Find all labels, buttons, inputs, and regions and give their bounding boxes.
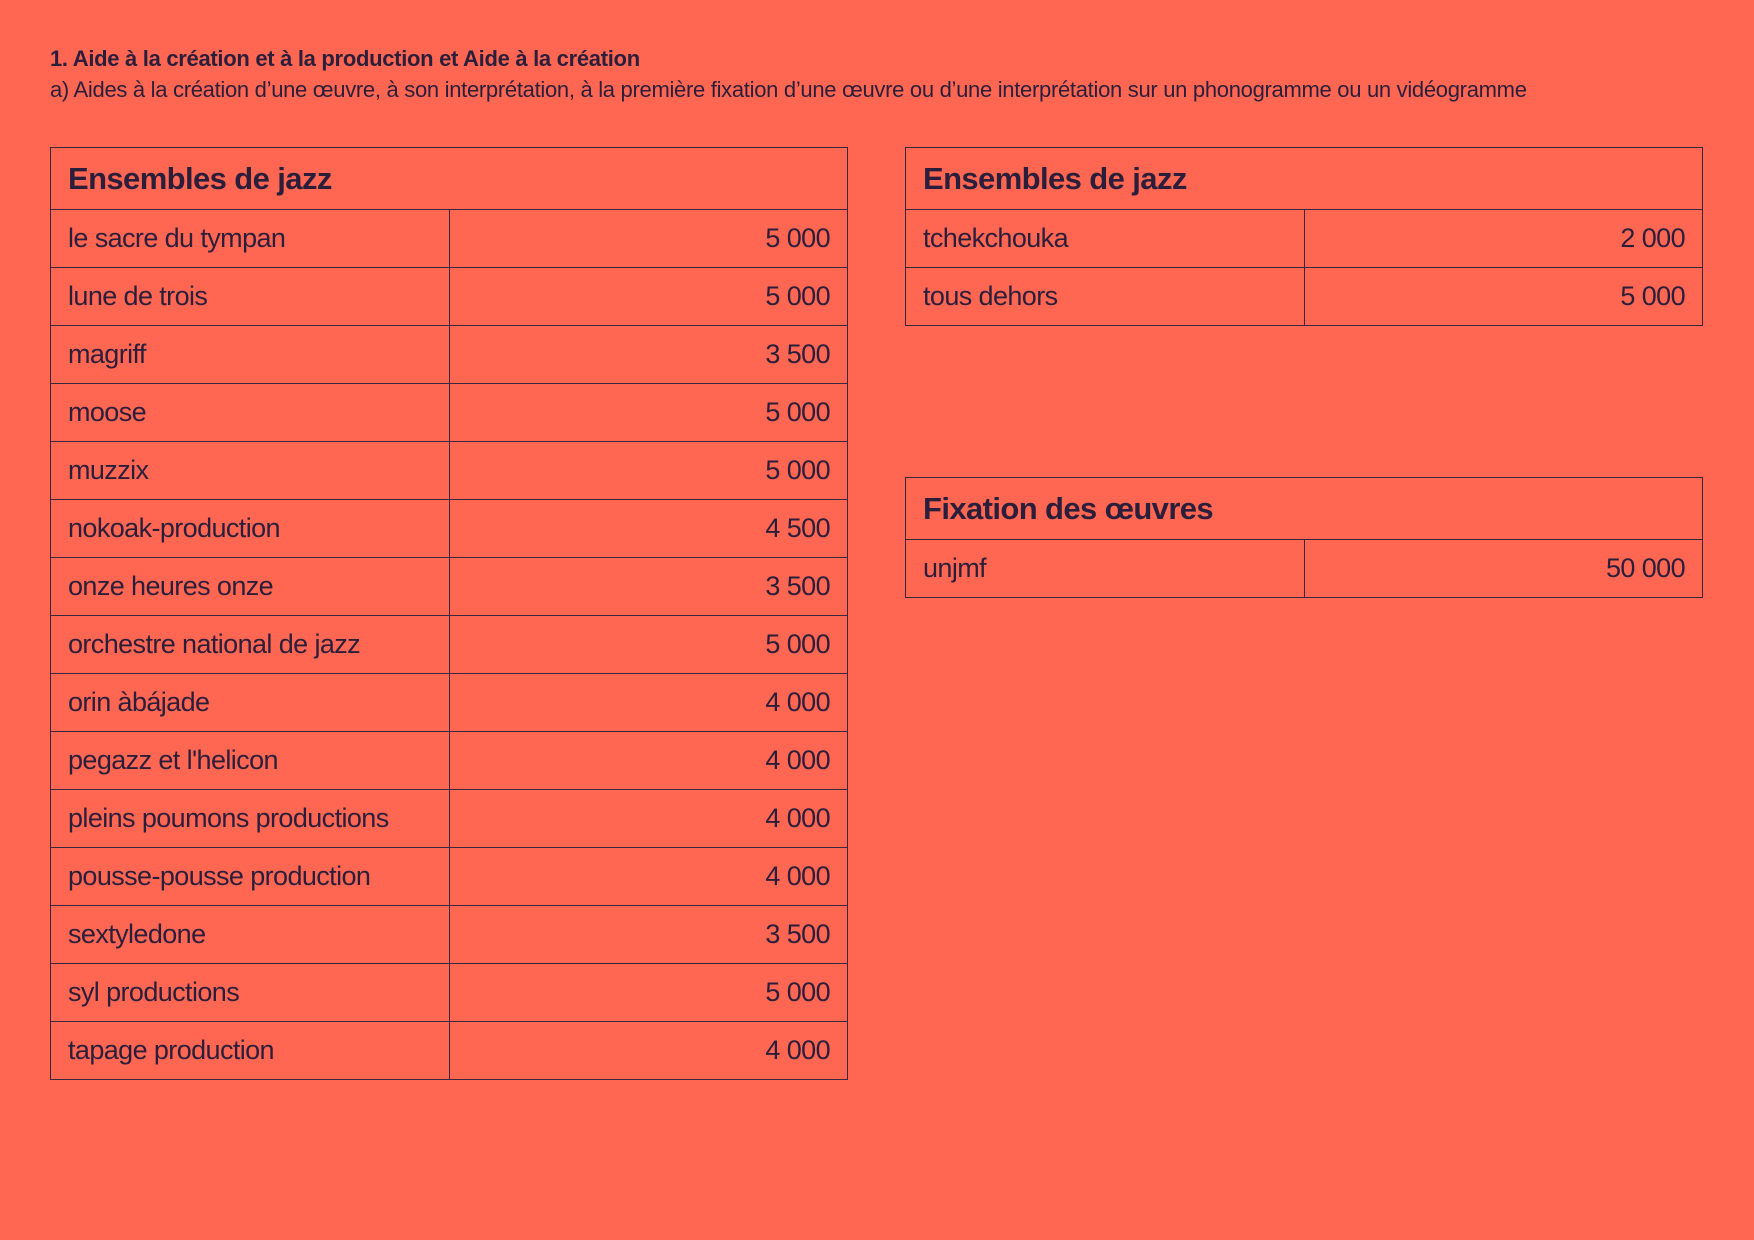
recipient-name: unjmf — [905, 539, 1305, 598]
table-row: lune de trois 5 000 — [50, 267, 848, 326]
grant-amount: 5 000 — [448, 615, 848, 674]
header-row: Ensembles de jazz — [905, 147, 1703, 210]
recipient-name: lune de trois — [50, 267, 450, 326]
grant-table: Ensembles de jazz le sacre du tympan 5 000… — [50, 147, 848, 1080]
recipient-name: syl productions — [50, 963, 450, 1022]
table-row: le sacre du tympan 5 000 — [50, 209, 848, 268]
recipient-name: onze heures onze — [50, 557, 450, 616]
recipient-name: moose — [50, 383, 450, 442]
grant-amount: 3 500 — [448, 905, 848, 964]
grant-amount: 4 000 — [448, 673, 848, 732]
table-row: orchestre national de jazz 5 000 — [50, 615, 848, 674]
header-row: Ensembles de jazz — [50, 147, 848, 210]
grant-amount: 3 500 — [448, 325, 848, 384]
table-row: muzzix 5 000 — [50, 441, 848, 500]
grant-amount: 5 000 — [448, 963, 848, 1022]
recipient-name: pousse-pousse production — [50, 847, 450, 906]
table-row: sextyledone 3 500 — [50, 905, 848, 964]
grant-amount: 4 000 — [448, 1021, 848, 1080]
grant-amount: 4 000 — [448, 731, 848, 790]
recipient-name: le sacre du tympan — [50, 209, 450, 268]
grant-amount: 2 000 — [1303, 209, 1703, 268]
recipient-name: pegazz et l'helicon — [50, 731, 450, 790]
table-row: tapage production 4 000 — [50, 1021, 848, 1080]
recipient-name: orchestre national de jazz — [50, 615, 450, 674]
grant-amount: 4 500 — [448, 499, 848, 558]
grant-table: Fixation des œuvres unjmf 50 000 — [905, 477, 1703, 598]
grant-table: Ensembles de jazz tchekchouka 2 000 tous de… — [905, 147, 1703, 326]
table-row: pousse-pousse production 4 000 — [50, 847, 848, 906]
header-row: Fixation des œuvres — [905, 477, 1703, 540]
recipient-name: tchekchouka — [905, 209, 1305, 268]
grant-amount: 5 000 — [448, 383, 848, 442]
table-title: Ensembles de jazz — [905, 147, 1703, 210]
grant-amount: 5 000 — [448, 267, 848, 326]
table-row: tchekchouka 2 000 — [905, 209, 1703, 268]
table-row: tous dehors 5 000 — [905, 267, 1703, 326]
grant-amount: 50 000 — [1303, 539, 1703, 598]
grant-amount: 5 000 — [448, 209, 848, 268]
table-row: pegazz et l'helicon 4 000 — [50, 731, 848, 790]
grant-amount: 5 000 — [1303, 267, 1703, 326]
recipient-name: pleins poumons productions — [50, 789, 450, 848]
recipient-name: magriff — [50, 325, 450, 384]
table-row: orin àbájade 4 000 — [50, 673, 848, 732]
grant-amount: 4 000 — [448, 847, 848, 906]
table-row: pleins poumons productions 4 000 — [50, 789, 848, 848]
table-row: magriff 3 500 — [50, 325, 848, 384]
table-row: onze heures onze 3 500 — [50, 557, 848, 616]
table-title: Fixation des œuvres — [905, 477, 1703, 540]
recipient-name: muzzix — [50, 441, 450, 500]
grant-amount: 5 000 — [448, 441, 848, 500]
table-row: nokoak-production 4 500 — [50, 499, 848, 558]
section-title: 1. Aide à la création et à la production… — [50, 46, 640, 71]
table-row: moose 5 000 — [50, 383, 848, 442]
recipient-name: orin àbájade — [50, 673, 450, 732]
grant-amount: 4 000 — [448, 789, 848, 848]
table-title: Ensembles de jazz — [50, 147, 848, 210]
recipient-name: tapage production — [50, 1021, 450, 1080]
recipient-name: tous dehors — [905, 267, 1305, 326]
table-row: syl productions 5 000 — [50, 963, 848, 1022]
section-subtitle: a) Aides à la création d’une œuvre, à so… — [50, 77, 1527, 102]
table-row: unjmf 50 000 — [905, 539, 1703, 598]
recipient-name: sextyledone — [50, 905, 450, 964]
grant-amount: 3 500 — [448, 557, 848, 616]
recipient-name: nokoak-production — [50, 499, 450, 558]
